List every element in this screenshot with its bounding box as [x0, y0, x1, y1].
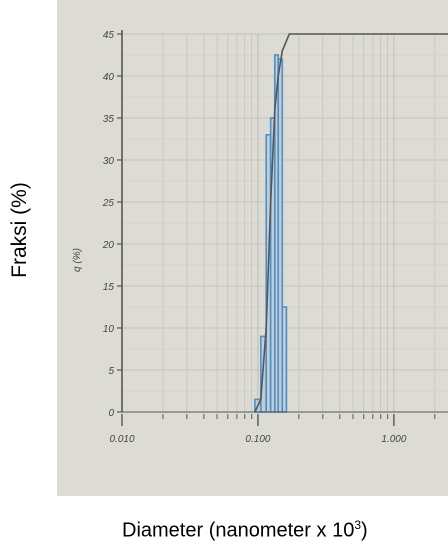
y-tick-label: 25: [102, 198, 115, 209]
y-tick-label: 35: [103, 114, 115, 125]
histogram-bar: [281, 306, 288, 413]
x-tick-label: 0.010: [109, 434, 134, 445]
y-tick-label: 30: [103, 156, 115, 167]
inner-y-axis-label: q (%): [72, 248, 83, 272]
y-tick-label: 20: [102, 240, 115, 251]
y-tick-label: 45: [103, 30, 115, 41]
axes: [117, 30, 448, 426]
y-tick-label: 40: [103, 72, 115, 83]
tick-labels: 0 5 10 15 20 25 30 35 40 45 0.010 0.100 1.000 q (%): [72, 30, 407, 445]
y-tick-label: 15: [103, 282, 115, 293]
y-axis-label: Fraksi (%): [8, 182, 31, 278]
histogram-bars: [254, 54, 288, 413]
cumulative-curve: [254, 33, 448, 413]
x-tick-label: 1.000: [381, 434, 406, 445]
y-tick-label: 5: [108, 366, 114, 377]
x-tick-label: 0.100: [245, 434, 270, 445]
y-tick-label: 10: [103, 324, 115, 335]
y-tick-label: 0: [108, 408, 114, 419]
cumulative-line: [254, 33, 448, 413]
x-axis-label: Diameter (nanometer x 103): [122, 518, 368, 542]
